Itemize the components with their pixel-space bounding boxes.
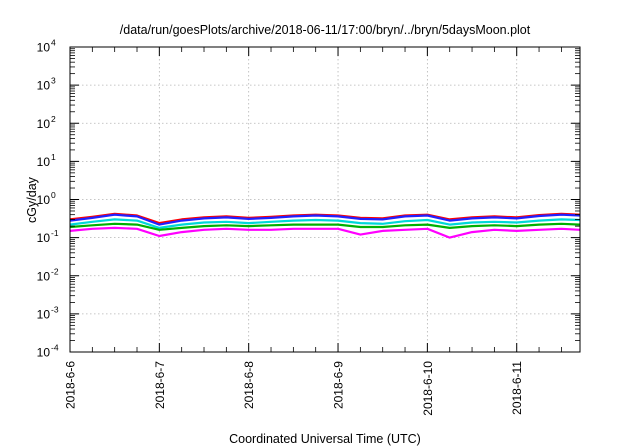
x-tick-label: 2018-6-10 — [421, 361, 435, 416]
x-tick-label: 2018-6-9 — [332, 361, 346, 409]
series-line-2 — [69, 213, 581, 226]
y-tick-label-base: 10 — [37, 193, 51, 207]
y-tick-label: 10 4 — [37, 38, 56, 55]
y-tick-label-exponent: 1 — [51, 152, 56, 162]
y-tick-label-base: 10 — [37, 41, 51, 55]
y-tick-label-base: 10 — [37, 79, 51, 93]
y-tick-label: 10 1 — [37, 152, 56, 169]
x-tick-label: 2018-6-11 — [510, 361, 524, 415]
y-tick-label-exponent: 0 — [51, 190, 56, 200]
y-tick-label: 10 0 — [37, 190, 56, 207]
y-tick-label-base: 10 — [37, 346, 51, 360]
series-line-3 — [69, 218, 581, 229]
y-tick-label-exponent: 3 — [51, 76, 56, 86]
x-tick-label: 2018-6-8 — [242, 361, 256, 409]
x-tick-label: 2018-6-7 — [153, 361, 167, 409]
x-axis-label: Coordinated Universal Time (UTC) — [229, 432, 421, 446]
y-tick-label: 10 -1 — [37, 228, 59, 245]
y-tick-label-base: 10 — [37, 117, 51, 131]
x-tick-label: 2018-6-6 — [64, 361, 78, 409]
chart-title: /data/run/goesPlots/archive/2018-06-11/1… — [120, 23, 531, 37]
axis-ticks — [69, 46, 580, 353]
y-tick-label: 10 -2 — [37, 266, 59, 283]
y-tick-label-exponent: -2 — [51, 266, 59, 276]
y-tick-label-base: 10 — [37, 155, 51, 169]
y-tick-label: 10 3 — [37, 76, 56, 93]
y-tick-label: 10 -3 — [37, 304, 59, 321]
y-tick-label-exponent: -4 — [51, 343, 59, 353]
series-lines — [69, 212, 581, 239]
x-tick-labels: 2018-6-6 2018-6-7 2018-6-8 2018-6-9 2018-6-1… — [64, 361, 525, 416]
y-axis-label: cGy/day — [25, 176, 39, 223]
y-tick-label-exponent: 4 — [51, 38, 56, 48]
series-line-4 — [69, 222, 581, 231]
y-tick-label-exponent: -1 — [51, 228, 59, 238]
y-tick-label: 10 2 — [37, 114, 56, 131]
y-tick-label-base: 10 — [37, 307, 51, 321]
grid — [70, 47, 580, 352]
y-tick-label-base: 10 — [37, 231, 51, 245]
y-tick-label-exponent: -3 — [51, 304, 59, 314]
series-line-5 — [69, 226, 581, 239]
y-tick-label: 10 -4 — [37, 343, 59, 360]
y-tick-label-base: 10 — [37, 269, 51, 283]
y-tick-label-exponent: 2 — [51, 114, 56, 124]
